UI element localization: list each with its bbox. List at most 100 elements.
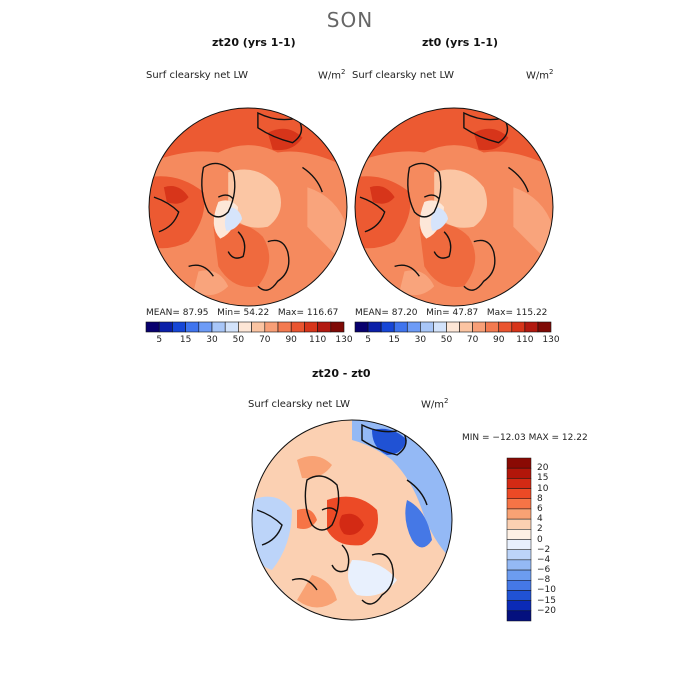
diff-map [252,420,452,620]
panel-1-colorbar-swatch [145,321,160,333]
diff-colorbar-tick-label: 2 [537,524,543,535]
diff-colorbar-swatch [506,549,532,561]
panel-2-colorbar-tick-label: 15 [388,335,400,345]
panel-1-colorbar-swatch [198,321,213,333]
diff-colorbar-swatch [506,508,532,520]
panel-1-title: zt20 (yrs 1-1) [212,36,296,49]
panel-1-colorbar-swatch [172,321,186,333]
panel-1-label: Surf clearsky net LW [146,70,249,81]
panel-2-stats: MEAN= 87.20 Min= 47.87 Max= 115.22 [355,308,548,318]
panel-1-colorbar-swatch [185,321,200,333]
panel-1-colorbar-tick-label: 5 [156,335,163,345]
panel-1-colorbar-swatch [264,321,279,333]
diff-colorbar-swatch [506,539,532,550]
diff-label: Surf clearsky net LW [248,399,351,410]
panel-2-colorbar-swatch [433,321,447,333]
panel-1-colorbar-swatch [238,321,252,333]
panel-2-title: zt0 (yrs 1-1) [422,36,499,49]
diff-minmax: MIN = −12.03 MAX = 12.22 [462,433,588,443]
diff-colorbar-tick-label: 15 [537,473,549,484]
diff-colorbar-tick-label: −15 [537,595,556,606]
panel-1-colorbar-swatch [251,321,266,333]
panel-2-colorbar-swatch [420,321,434,333]
panel-2-colorbar-tick-label: 110 [516,335,534,345]
panel-2-colorbar-tick-label: 90 [492,335,505,345]
panel-1-colorbar-swatch [277,321,292,333]
panel-1-colorbar-tick-label: 70 [259,335,271,345]
diff-colorbar-tick-label: 10 [537,483,549,494]
diff-colorbar-swatch [506,590,532,601]
diff-colorbar-swatch [506,580,532,591]
panel-1-colorbar-swatch [290,321,305,333]
panel-2-colorbar-swatch [393,321,408,333]
panel-1-colorbar-tick-label: 110 [309,335,327,345]
panel-1-colorbar-swatch [317,321,332,333]
diff-colorbar-tick-label: −20 [537,605,556,616]
panel-2-colorbar-swatch [406,321,421,333]
diff-colorbar-swatch [506,488,532,499]
diff-title: zt20 - zt0 [312,367,371,380]
panel-2-colorbar-swatch [537,321,552,333]
panel-2-colorbar-tick-label: 50 [440,335,453,345]
diff-colorbar-tick-label: 20 [537,463,549,474]
panel-1-colorbar-tick-label: 50 [232,335,245,345]
panel-1-colorbar [145,321,345,333]
panel-2-colorbar-tick-label: 30 [414,335,427,345]
panel-2-colorbar-swatch [511,321,526,333]
diff-colorbar-tick-label: 4 [537,514,543,525]
diff-colorbar-swatch [506,467,532,479]
panel-2-colorbar-swatch [446,321,460,333]
panel-2-colorbar-swatch [524,321,539,333]
panel-2-colorbar-tick-label: 130 [542,335,560,345]
panel-2-colorbar-swatch [380,321,395,333]
diff-colorbar-tick-label: −6 [537,565,551,576]
diff-colorbar-swatch [506,498,532,510]
panel-2-colorbar-swatch [472,321,486,333]
panel-2-map-border [354,107,554,307]
diff-colorbar-swatch [506,600,532,612]
diff-colorbar-swatch [506,529,532,540]
diff-colorbar-tick-label: 8 [537,493,543,504]
diff-colorbar-tick-label: −2 [537,544,551,555]
panel-1-colorbar-swatch [211,321,226,333]
diff-colorbar-tick-label: −8 [537,575,551,586]
diff-colorbar-tick-label: −10 [537,585,556,596]
panel-2-colorbar [354,321,552,333]
panel-1-colorbar-tick-label: 30 [206,335,218,345]
diff-colorbar-swatch [506,559,532,571]
panel-2-colorbar-swatch [485,321,500,333]
panel-2-colorbar-swatch [498,321,513,333]
main-title: SON [326,8,374,32]
panel-1-colorbar-swatch [224,321,239,333]
diff-map-border [251,419,453,621]
diff-colorbar-tick-label: −4 [537,554,551,565]
panel-1-colorbar-swatch [158,321,173,333]
panel-1-map-border [148,107,348,307]
panel-2-map [355,108,553,306]
panel-2-units: W/m2 [526,68,554,82]
panel-1-map [149,108,347,306]
diff-colorbar-swatch [506,457,532,469]
diff-colorbar-swatch [506,569,532,581]
panel-2-colorbar-swatch [459,321,473,333]
panel-2-colorbar-swatch [354,321,369,333]
diff-colorbar-swatch [506,610,532,622]
diff-colorbar-tick-label: 6 [537,503,543,514]
panel-1-colorbar-swatch [304,321,318,333]
panel-2-label: Surf clearsky net LW [352,70,455,81]
diff-colorbar-swatch [506,478,532,489]
panel-1-stats: MEAN= 87.95 Min= 54.22 Max= 116.67 [146,308,339,318]
diff-units: W/m2 [421,397,449,411]
diff-colorbar [506,457,532,622]
panel-2-colorbar-swatch [367,321,382,333]
diff-colorbar-swatch [506,518,532,530]
panel-1-units: W/m2 [318,68,346,82]
panel-1-colorbar-tick-label: 90 [285,335,297,345]
panel-2-colorbar-tick-label: 5 [365,335,371,345]
diff-colorbar-tick-label: 0 [537,534,543,545]
panel-1-colorbar-tick-label: 130 [335,335,353,345]
panel-1-colorbar-tick-label: 15 [179,335,192,345]
panel-2-colorbar-tick-label: 70 [466,335,479,345]
